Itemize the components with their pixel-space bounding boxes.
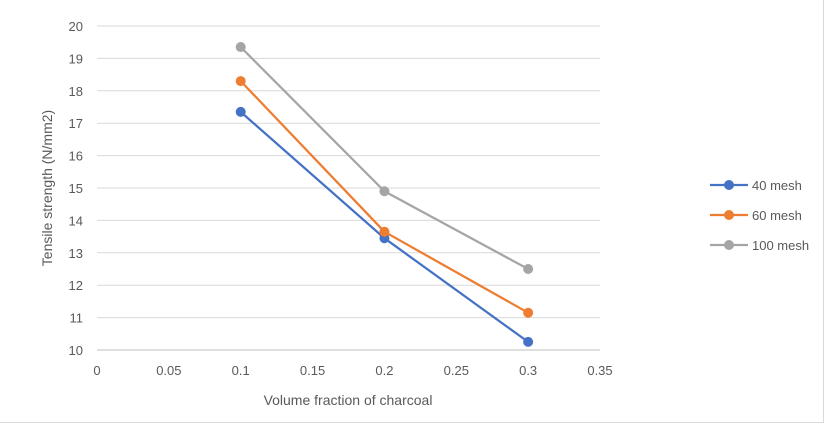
data-point	[379, 226, 390, 237]
data-point	[379, 186, 390, 197]
y-tick-label: 14	[69, 213, 83, 228]
legend-marker	[724, 240, 734, 250]
y-tick-label: 12	[69, 278, 83, 293]
legend-label: 40 mesh	[752, 178, 802, 193]
legend-label: 100 mesh	[752, 238, 809, 253]
data-point	[523, 307, 534, 318]
y-tick-label: 17	[69, 116, 83, 131]
x-axis-title: Volume fraction of charcoal	[264, 392, 433, 408]
series	[235, 42, 534, 347]
y-tick-label: 13	[69, 246, 83, 261]
x-tick-label: 0	[93, 363, 100, 378]
x-tick-label: 0.1	[232, 363, 250, 378]
data-point	[235, 42, 246, 53]
x-tick-label: 0.15	[300, 363, 325, 378]
x-tick-label: 0.3	[519, 363, 537, 378]
y-tick-label: 10	[69, 343, 83, 358]
data-point	[523, 336, 534, 347]
y-tick-label: 15	[69, 181, 83, 196]
legend: 40 mesh 60 mesh 100 mesh	[710, 178, 809, 253]
x-tick-label: 0.05	[156, 363, 181, 378]
data-point	[235, 76, 246, 87]
axes: 10 11 12 13 14 15 16 17 18 19 20 0 0.05 0.1 0.15 0.2 0.2…	[69, 19, 613, 378]
x-tick-label: 0.25	[444, 363, 469, 378]
y-tick-label: 11	[70, 311, 84, 326]
y-tick-label: 16	[69, 149, 83, 164]
data-point	[235, 106, 246, 117]
legend-label: 60 mesh	[752, 208, 802, 223]
legend-marker	[724, 210, 734, 220]
x-tick-label: 0.35	[587, 363, 612, 378]
y-tick-label: 20	[69, 19, 83, 34]
gridlines	[97, 25, 600, 351]
legend-marker	[724, 180, 734, 190]
data-point	[523, 264, 534, 274]
y-tick-label: 18	[69, 84, 83, 99]
x-tick-label: 0.2	[375, 363, 393, 378]
y-tick-label: 19	[69, 51, 83, 66]
y-axis-title: Tensile strength (N/mm2)	[39, 110, 55, 266]
